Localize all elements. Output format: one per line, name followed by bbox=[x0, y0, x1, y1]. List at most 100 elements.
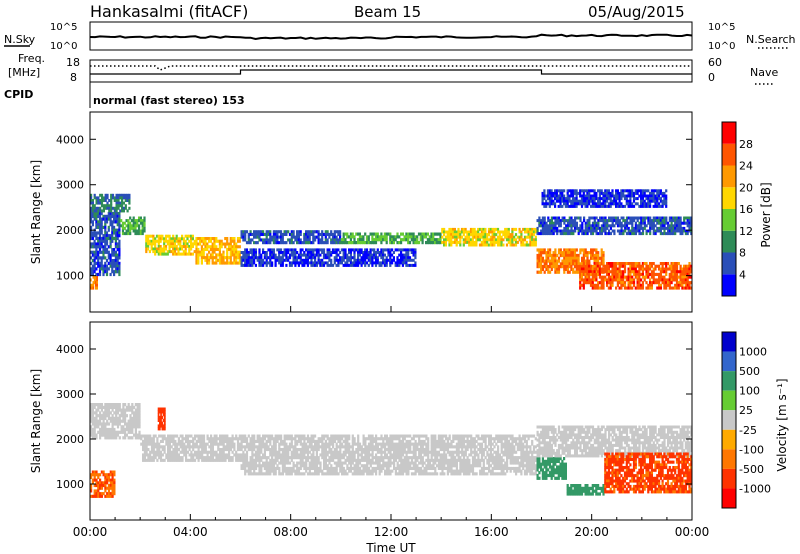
power-cell bbox=[111, 212, 114, 216]
power-cell bbox=[589, 194, 593, 198]
velocity-cell bbox=[199, 437, 202, 441]
power-cell bbox=[118, 272, 121, 277]
power-cell bbox=[290, 261, 293, 265]
power-cell bbox=[477, 233, 480, 237]
power-cell bbox=[475, 238, 478, 242]
velocity-cell bbox=[290, 472, 293, 476]
power-cell bbox=[545, 229, 548, 233]
velocity-cell bbox=[206, 434, 209, 438]
power-cell bbox=[403, 256, 406, 260]
power-cell bbox=[665, 189, 668, 193]
power-cell bbox=[97, 201, 100, 205]
power-cell bbox=[618, 219, 621, 223]
power-cell bbox=[550, 256, 553, 260]
power-cell bbox=[563, 248, 566, 252]
velocity-cell bbox=[247, 472, 250, 476]
power-cell bbox=[357, 251, 360, 254]
velocity-cell bbox=[258, 464, 261, 468]
power-cell bbox=[90, 278, 92, 282]
power-cell bbox=[658, 197, 661, 201]
power-cell bbox=[575, 204, 578, 208]
power-cell bbox=[412, 263, 415, 267]
power-cell bbox=[450, 230, 453, 234]
power-cell bbox=[428, 238, 431, 242]
power-band bbox=[536, 248, 605, 274]
velocity-cell bbox=[297, 437, 301, 441]
power-cell bbox=[471, 235, 474, 239]
power-cell bbox=[278, 241, 281, 245]
velocity-cell bbox=[107, 414, 111, 418]
velocity-cell bbox=[267, 461, 270, 465]
velocity-cell bbox=[107, 416, 111, 420]
velocity-cell bbox=[256, 456, 259, 460]
power-cell bbox=[674, 264, 677, 268]
power-cell bbox=[589, 197, 593, 201]
power-cell bbox=[91, 272, 94, 277]
power-cell bbox=[541, 251, 544, 255]
power-cell bbox=[222, 250, 225, 254]
power-cell bbox=[615, 262, 618, 266]
velocity-cell bbox=[186, 458, 189, 462]
power-cell bbox=[584, 204, 587, 208]
velocity-cell bbox=[280, 458, 283, 462]
power-cell bbox=[271, 256, 274, 260]
velocity-cell bbox=[91, 416, 94, 420]
power-cell bbox=[385, 241, 388, 245]
power-cell bbox=[443, 233, 446, 237]
power-cell bbox=[613, 272, 616, 276]
power-cell bbox=[608, 229, 611, 233]
power-cell bbox=[348, 256, 351, 260]
cpid-label: CPID bbox=[4, 88, 33, 101]
power-cell bbox=[172, 239, 175, 243]
velocity-cell bbox=[111, 494, 114, 498]
power-cell bbox=[240, 235, 243, 239]
velocity-cell bbox=[211, 442, 214, 446]
power-cell bbox=[595, 229, 598, 233]
power-cell bbox=[132, 224, 135, 228]
power-cell bbox=[466, 230, 469, 234]
power-cell bbox=[111, 267, 114, 271]
power-cell bbox=[559, 229, 562, 233]
power-cell bbox=[548, 199, 551, 203]
velocity-cell bbox=[163, 458, 166, 462]
power-cell bbox=[629, 286, 632, 290]
power-cell bbox=[453, 238, 456, 242]
power-colorbar-swatch bbox=[722, 252, 736, 275]
power-cell bbox=[588, 189, 591, 193]
power-cell bbox=[640, 216, 643, 220]
power-cell bbox=[672, 264, 675, 268]
power-cell bbox=[471, 233, 474, 237]
power-cell bbox=[220, 253, 223, 257]
power-cell bbox=[634, 216, 637, 220]
power-cell bbox=[459, 230, 462, 234]
power-cell bbox=[686, 229, 689, 233]
power-cell bbox=[495, 238, 498, 242]
power-cell bbox=[90, 231, 93, 235]
power-cell bbox=[312, 253, 315, 257]
velocity-cell bbox=[129, 427, 132, 432]
power-cell bbox=[90, 206, 93, 210]
power-cell bbox=[597, 264, 600, 268]
power-cell bbox=[584, 224, 587, 228]
power-cell bbox=[391, 258, 394, 262]
power-cell bbox=[349, 261, 352, 265]
power-cell bbox=[105, 234, 109, 238]
power-cell bbox=[301, 261, 304, 265]
power-cell bbox=[217, 239, 220, 243]
power-cell bbox=[244, 232, 247, 236]
power-cell bbox=[572, 267, 575, 271]
velocity-cell bbox=[91, 478, 94, 482]
power-cell bbox=[423, 235, 426, 239]
velocity-cell bbox=[287, 434, 290, 438]
power-cell bbox=[218, 247, 221, 251]
velocity-cell bbox=[134, 416, 137, 420]
power-cell bbox=[649, 262, 652, 266]
power-cell bbox=[677, 229, 680, 233]
power-cell bbox=[407, 263, 410, 267]
power-cell bbox=[138, 216, 141, 220]
power-cell bbox=[532, 230, 536, 234]
power-cell bbox=[333, 230, 336, 234]
velocity-cell bbox=[100, 470, 103, 474]
power-cell bbox=[432, 238, 435, 242]
